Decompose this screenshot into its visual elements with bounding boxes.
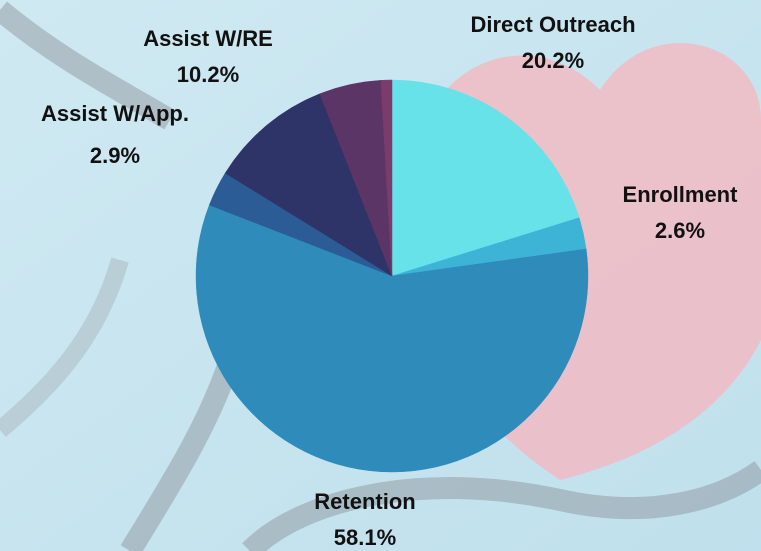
slice-label: Enrollment	[623, 182, 739, 207]
slice-value-label: 10.2%	[177, 62, 239, 87]
pie	[195, 79, 589, 473]
pie-slice	[380, 79, 393, 277]
pie-slice	[195, 204, 589, 473]
stethoscope-decoration	[0, 257, 129, 437]
slice-value-label: 2.9%	[90, 143, 140, 168]
pie-slice	[391, 79, 580, 277]
slice-label: Assist W/App.	[41, 101, 189, 126]
slice-label: Assist W/RE	[143, 26, 273, 51]
slice-value-label: 2.6%	[655, 218, 705, 243]
slice-value-label: 20.2%	[522, 48, 584, 73]
slice-value-label: 58.1%	[334, 525, 396, 550]
labels: Direct Outreach 20.2% Enrollment 2.6% Retent…	[41, 12, 738, 550]
pie-slice	[224, 93, 393, 277]
slice-label: Retention	[314, 489, 415, 514]
slice-label: Direct Outreach	[470, 12, 635, 37]
